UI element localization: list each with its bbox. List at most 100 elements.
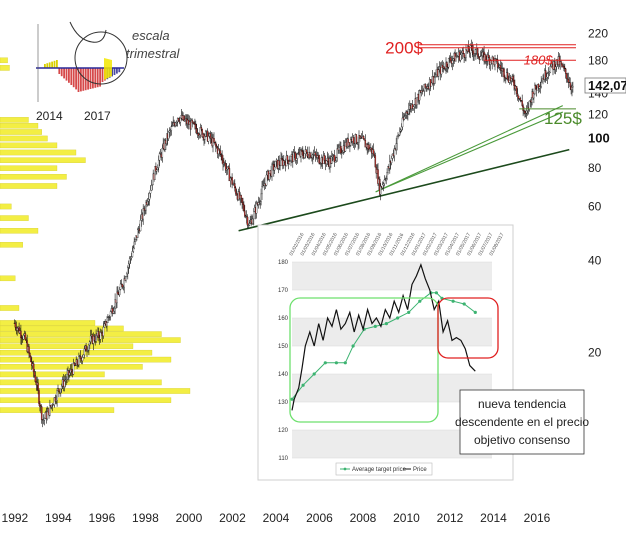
candle-body-132 (133, 241, 135, 249)
candle-body-98 (102, 326, 105, 336)
candle-body-284 (271, 164, 273, 177)
candle-body-374 (352, 137, 355, 144)
candle-body-613 (569, 82, 571, 87)
candle-body-305 (290, 156, 292, 161)
candle-body-540 (503, 68, 505, 78)
callout-line-2: descendente en el precio (455, 415, 589, 429)
candle-body-8 (21, 337, 23, 339)
candle-body-609 (565, 73, 568, 79)
candle-body-260 (249, 221, 251, 224)
trendlines (238, 105, 570, 232)
candle-body-149 (148, 193, 151, 200)
candle-body-431 (404, 115, 406, 117)
x-tick-2016: 2016 (524, 511, 551, 525)
mini-bar-15 (80, 68, 82, 92)
candle-body-201 (195, 128, 198, 134)
inset-y-tick-180: 180 (278, 260, 289, 266)
candle-body-514 (479, 56, 482, 60)
candle-body-152 (151, 184, 154, 186)
candle-body-271 (259, 201, 261, 204)
mini-bar-20 (92, 68, 94, 89)
candle-body-419 (393, 148, 396, 157)
mini-bar-23 (99, 68, 101, 87)
candle-body-133 (134, 239, 136, 242)
candle-body-556 (517, 95, 520, 100)
candle-body-453 (424, 83, 426, 88)
candle-body-565 (525, 110, 528, 114)
candle-body-346 (327, 157, 329, 162)
level-200-label: 200$ (385, 38, 423, 57)
candle-body-555 (516, 93, 519, 97)
candle-body-96 (100, 331, 103, 334)
candle-body-287 (273, 166, 276, 171)
candle-body-63 (70, 369, 73, 372)
mini-bar-22 (96, 68, 99, 88)
candle-body-581 (540, 82, 542, 87)
mini-chart-tick-2014: 2014 (36, 109, 63, 123)
inset-target-point-8 (373, 324, 377, 328)
candle-body-7 (20, 330, 22, 338)
mini-bar-28 (111, 68, 113, 77)
candle-body-124 (126, 273, 128, 277)
candle-body-222 (215, 142, 217, 147)
candle-body-33 (43, 418, 46, 421)
candle-body-386 (363, 138, 366, 141)
volume-bar-24 (0, 142, 58, 149)
mini-bar-19 (89, 68, 92, 89)
price-levels: 200$ 180$ 125$ (385, 38, 582, 128)
candle-body-27 (38, 390, 40, 404)
callout-line-1: nueva tendencia (478, 397, 566, 411)
inset-y-tick-170: 170 (278, 288, 289, 294)
inset-target-point-18 (473, 310, 477, 314)
candle-body-126 (127, 263, 130, 268)
level-125-label: 125$ (544, 109, 582, 128)
candle-body-550 (512, 76, 514, 81)
candle-body-493 (460, 52, 463, 55)
candle-body-603 (560, 61, 562, 64)
candle-body-181 (177, 118, 180, 121)
candle-body-12 (24, 333, 27, 340)
candle-body-358 (338, 147, 340, 151)
volume-bar-28 (0, 117, 29, 123)
candle-body-220 (213, 138, 215, 143)
inset-target-point-2 (312, 372, 316, 376)
inset-target-point-1 (301, 383, 305, 387)
candle-body-336 (318, 155, 320, 164)
candle-body-575 (535, 84, 537, 89)
mini-bar-4 (53, 60, 56, 68)
inset-target-point-14 (434, 291, 438, 295)
current-price-label: 142,07 (588, 78, 626, 93)
candle-body-294 (280, 158, 282, 166)
candle-body-396 (372, 149, 375, 155)
candle-body-76 (82, 354, 85, 358)
candle-body-398 (374, 155, 377, 168)
candle-body-113 (116, 291, 118, 304)
candle-body-404 (379, 186, 382, 195)
candle-body-65 (72, 362, 75, 375)
candle-body-102 (106, 322, 108, 327)
candle-body-435 (408, 109, 410, 115)
candle-body-22 (33, 371, 36, 377)
candle-body-344 (325, 160, 328, 164)
candle-body-496 (463, 53, 465, 58)
mini-chart-title-line2: trimestral (126, 46, 181, 61)
candle-body-464 (434, 76, 436, 78)
candle-body-421 (395, 143, 397, 150)
inset-legend-box (335, 462, 433, 476)
volume-bar-22 (0, 157, 86, 163)
candle-body-75 (81, 357, 84, 361)
candle-body-73 (79, 355, 82, 359)
candle-body-66 (73, 362, 76, 366)
quarterly-mini-chart: 2014 2017 escala trimestral (36, 20, 181, 123)
candle-body-173 (170, 126, 173, 131)
inset-series (290, 263, 477, 411)
volume-bar-15 (0, 242, 23, 248)
candle-body-106 (109, 311, 112, 317)
volume-bar-10 (0, 331, 162, 337)
candle-body-110 (113, 307, 115, 312)
x-tick-2004: 2004 (263, 511, 290, 525)
volume-bar-21 (0, 165, 58, 171)
candle-body-142 (142, 208, 144, 220)
candle-body-354 (334, 160, 337, 163)
